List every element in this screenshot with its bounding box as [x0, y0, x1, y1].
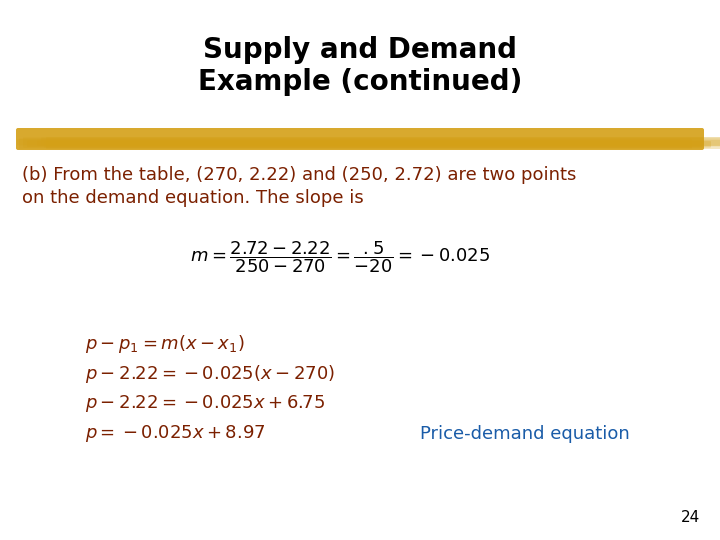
FancyBboxPatch shape [19, 138, 692, 149]
Text: $p = -0.025x + 8.97$: $p = -0.025x + 8.97$ [85, 423, 266, 444]
FancyBboxPatch shape [23, 137, 703, 148]
FancyBboxPatch shape [46, 137, 720, 149]
FancyBboxPatch shape [17, 139, 680, 145]
Text: (b) From the table, (270, 2.22) and (250, 2.72) are two points: (b) From the table, (270, 2.22) and (250… [22, 166, 577, 184]
Text: 24: 24 [680, 510, 700, 525]
FancyBboxPatch shape [27, 140, 702, 147]
FancyBboxPatch shape [41, 138, 720, 146]
Text: $p - 2.22 = -0.025(x - 270)$: $p - 2.22 = -0.025(x - 270)$ [85, 363, 335, 385]
Text: $m = \dfrac{2.72 - 2.22}{250 - 270} = \dfrac{.5}{-20} = -0.025$: $m = \dfrac{2.72 - 2.22}{250 - 270} = \d… [190, 239, 490, 275]
Text: Supply and Demand: Supply and Demand [203, 36, 517, 64]
Text: $p - p_1 = m(x - x_1)$: $p - p_1 = m(x - x_1)$ [85, 333, 245, 355]
FancyBboxPatch shape [44, 141, 711, 147]
Text: on the demand equation. The slope is: on the demand equation. The slope is [22, 189, 364, 207]
Text: $p - 2.22 = -0.025x + 6.75$: $p - 2.22 = -0.025x + 6.75$ [85, 394, 325, 415]
FancyBboxPatch shape [37, 140, 720, 146]
Text: Example (continued): Example (continued) [198, 68, 522, 96]
Text: Price-demand equation: Price-demand equation [420, 425, 630, 443]
FancyBboxPatch shape [16, 128, 704, 150]
